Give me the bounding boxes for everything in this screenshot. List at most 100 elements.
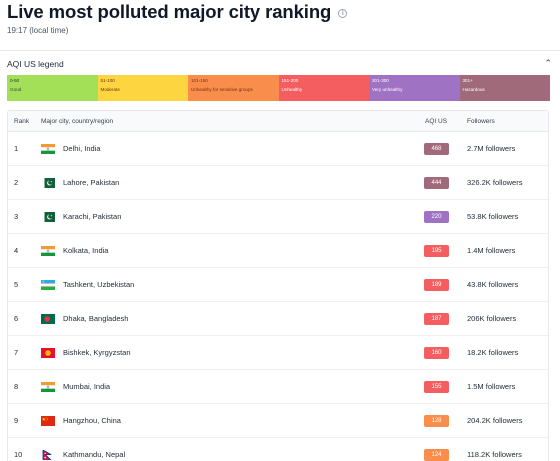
aqi-badge: 124: [424, 448, 449, 461]
legend-label: Unhealthy for sensitive groups: [191, 87, 253, 92]
column-header-followers: Followers: [467, 117, 495, 125]
ranking-table: Rank Major city, country/region AQI US F…: [7, 110, 549, 461]
followers-cell: 206K followers: [467, 314, 517, 323]
aqi-cell: 124: [424, 438, 449, 461]
aqi-cell: 468: [424, 132, 449, 165]
city-link[interactable]: Karachi, Pakistan: [63, 212, 122, 221]
legend-segment-moderate: 51-100 Moderate: [97, 75, 188, 101]
table-body: 1 Delhi, India 468 2.7M followers 2 Lahore, P…: [8, 132, 548, 461]
legend-segment-hazardous: 301+ Hazardous: [459, 75, 550, 101]
rank-cell: 8: [14, 382, 19, 391]
rank-cell: 10: [14, 450, 23, 459]
china-flag-icon: [41, 415, 55, 426]
aqi-cell: 187: [424, 302, 449, 335]
legend-range: 301+: [462, 78, 473, 83]
table-header: Rank Major city, country/region AQI US F…: [8, 111, 548, 132]
rank-cell: 1: [14, 144, 19, 153]
chevron-up-icon[interactable]: ⌃: [544, 58, 552, 69]
aqi-badge: 468: [424, 142, 449, 155]
legend-range: 0-50: [10, 78, 20, 83]
india-flag-icon: [41, 370, 55, 403]
pakistan-flag-icon: [41, 211, 55, 222]
table-row[interactable]: 3 Karachi, Pakistan 220 53.8K followers: [8, 200, 548, 234]
title-row: Live most polluted major city ranking i: [7, 0, 348, 24]
bangladesh-flag-icon: [41, 302, 55, 335]
city-link[interactable]: Dhaka, Bangladesh: [63, 314, 129, 323]
legend-label: Hazardous: [462, 87, 485, 92]
india-flag-icon: [41, 381, 55, 392]
followers-cell: 2.7M followers: [467, 144, 516, 153]
column-header-city: Major city, country/region: [41, 117, 114, 125]
aqi-badge: 155: [424, 380, 449, 393]
city-link[interactable]: Hangzhou, China: [63, 416, 121, 425]
bangladesh-flag-icon: [41, 313, 55, 324]
followers-cell: 204.2K followers: [467, 416, 523, 425]
legend-segment-good: 0-50 Good: [7, 75, 98, 101]
table-row[interactable]: 4 Kolkata, India 195 1.4M followers: [8, 234, 548, 268]
legend-label: Moderate: [100, 87, 120, 92]
table-row[interactable]: 8 Mumbai, India 155 1.5M followers: [8, 370, 548, 404]
city-link[interactable]: Mumbai, India: [63, 382, 111, 391]
rank-cell: 2: [14, 178, 19, 187]
followers-cell: 1.5M followers: [467, 382, 516, 391]
city-link[interactable]: Kathmandu, Nepal: [63, 450, 126, 459]
legend-range: 101-150: [191, 78, 208, 83]
city-link[interactable]: Kolkata, India: [63, 246, 109, 255]
info-icon[interactable]: i: [338, 9, 348, 18]
aqi-cell: 220: [424, 200, 449, 233]
divider: [0, 50, 560, 51]
table-row[interactable]: 6 Dhaka, Bangladesh 187 206K followers: [8, 302, 548, 336]
legend-header[interactable]: AQI US legend ⌃: [7, 57, 552, 71]
table-row[interactable]: 9 Hangzhou, China 128 204.2K followers: [8, 404, 548, 438]
uzbekistan-flag-icon: [41, 268, 55, 301]
followers-cell: 118.2K followers: [467, 450, 522, 459]
rank-cell: 3: [14, 212, 19, 221]
nepal-flag-icon: [42, 449, 52, 460]
rank-cell: 9: [14, 416, 19, 425]
india-flag-icon: [41, 143, 55, 154]
india-flag-icon: [41, 132, 55, 165]
aqi-cell: 195: [424, 234, 449, 267]
pakistan-flag-icon: [41, 200, 55, 233]
legend-segment-sensitive: 101-150 Unhealthy for sensitive groups: [188, 75, 279, 101]
table-row[interactable]: 1 Delhi, India 468 2.7M followers: [8, 132, 548, 166]
table-row[interactable]: 7 Bishkek, Kyrgyzstan 160 18.2K followers: [8, 336, 548, 370]
followers-cell: 1.4M followers: [467, 246, 516, 255]
aqi-cell: 155: [424, 370, 449, 403]
pakistan-flag-icon: [41, 177, 55, 188]
city-link[interactable]: Delhi, India: [63, 144, 101, 153]
india-flag-icon: [41, 234, 55, 267]
column-header-rank: Rank: [14, 117, 30, 125]
legend-title: AQI US legend: [7, 59, 64, 69]
aqi-cell: 128: [424, 404, 449, 437]
legend-segment-unhealthy: 151-200 Unhealthy: [278, 75, 369, 101]
aqi-legend-bar: 0-50 Good 51-100 Moderate 101-150 Unheal…: [7, 75, 550, 101]
aqi-badge: 160: [424, 346, 449, 359]
local-time: 19:17 (local time): [7, 26, 69, 35]
aqi-badge: 128: [424, 414, 449, 427]
nepal-flag-icon: [41, 438, 55, 461]
china-flag-icon: [41, 404, 55, 437]
aqi-cell: 160: [424, 336, 449, 369]
rank-cell: 6: [14, 314, 19, 323]
followers-cell: 53.8K followers: [467, 212, 519, 221]
rank-cell: 4: [14, 246, 19, 255]
aqi-badge: 444: [424, 176, 449, 189]
followers-cell: 18.2K followers: [467, 348, 519, 357]
city-link[interactable]: Bishkek, Kyrgyzstan: [63, 348, 131, 357]
table-row[interactable]: 10 Kathmandu, Nepal 124 118.2K followers: [8, 438, 548, 461]
legend-segment-very-unhealthy: 201-300 Very unhealthy: [369, 75, 460, 101]
city-link[interactable]: Tashkent, Uzbekistan: [63, 280, 135, 289]
legend-range: 201-300: [372, 78, 389, 83]
india-flag-icon: [41, 245, 55, 256]
aqi-badge: 189: [424, 278, 449, 291]
followers-cell: 326.2K followers: [467, 178, 523, 187]
aqi-badge: 187: [424, 312, 449, 325]
aqi-cell: 189: [424, 268, 449, 301]
legend-range: 151-200: [281, 78, 299, 83]
table-row[interactable]: 2 Lahore, Pakistan 444 326.2K followers: [8, 166, 548, 200]
rank-cell: 7: [14, 348, 19, 357]
city-link[interactable]: Lahore, Pakistan: [63, 178, 120, 187]
table-row[interactable]: 5 Tashkent, Uzbekistan 189 43.8K followers: [8, 268, 548, 302]
followers-cell: 43.8K followers: [467, 280, 519, 289]
